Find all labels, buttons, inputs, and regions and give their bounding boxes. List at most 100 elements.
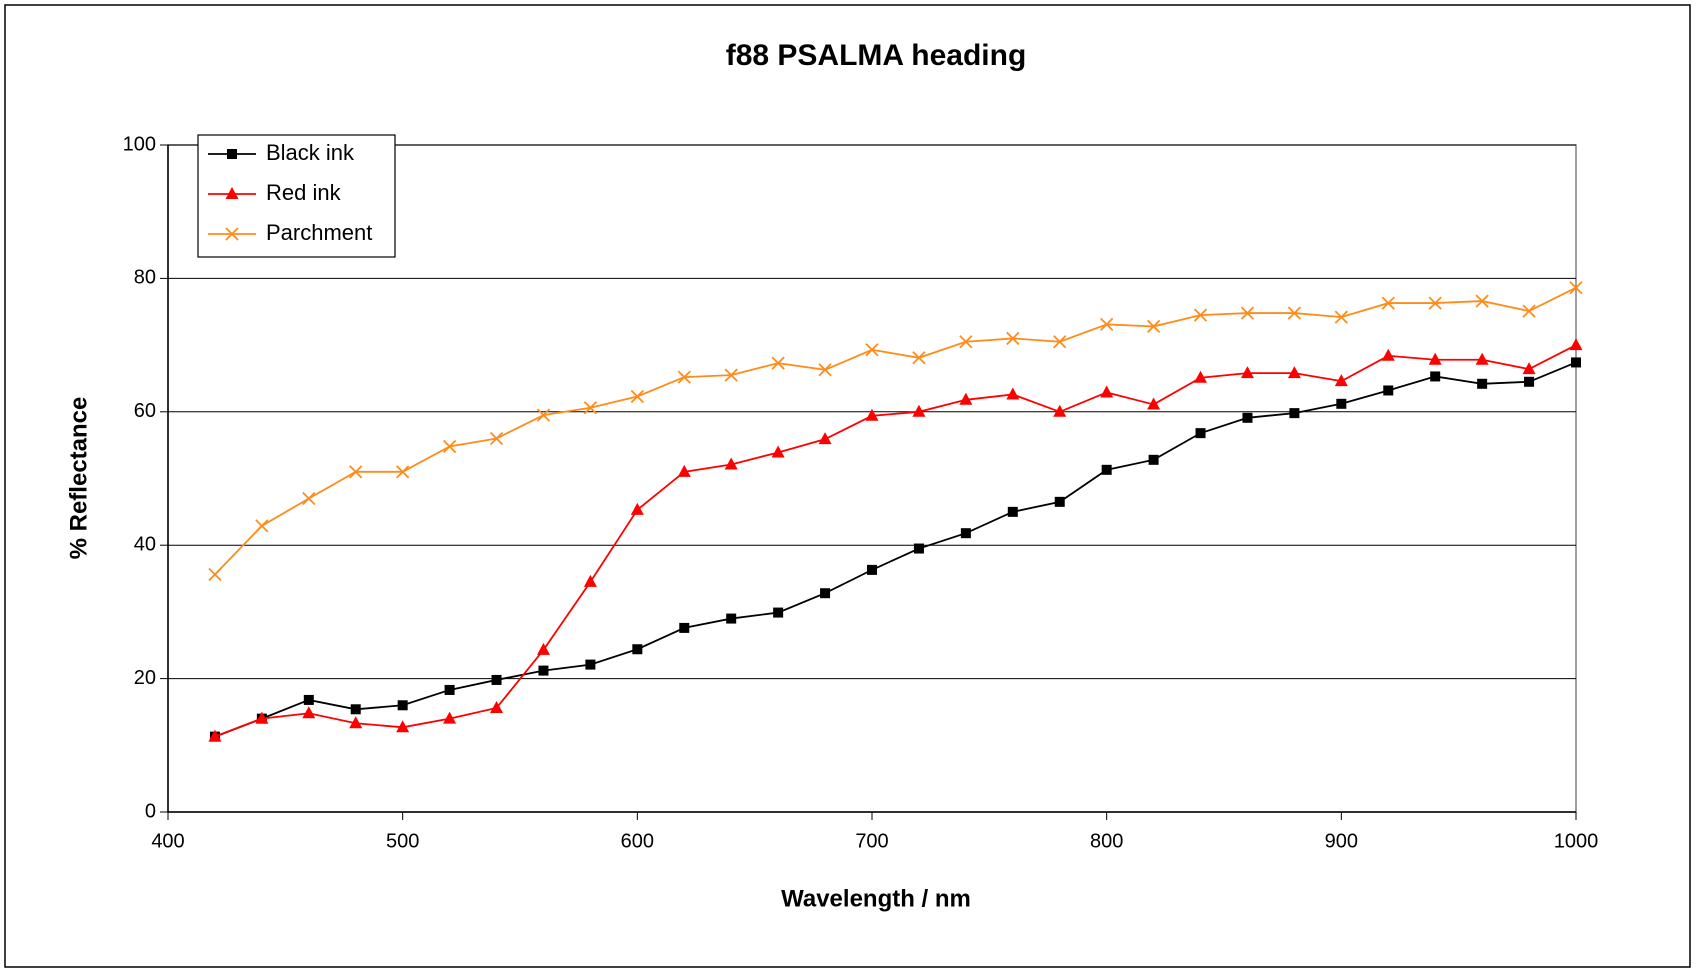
marker: [959, 335, 973, 349]
marker: [1428, 352, 1442, 365]
marker: [960, 528, 971, 539]
x-axis-label: Wavelength / nm: [781, 885, 971, 912]
marker: [679, 622, 690, 633]
marker: [726, 613, 737, 624]
marker: [1475, 294, 1489, 308]
marker: [1006, 387, 1020, 400]
marker: [350, 704, 361, 715]
y-tick-label: 80: [134, 267, 156, 289]
marker: [818, 363, 832, 377]
marker: [912, 404, 926, 417]
marker: [442, 439, 457, 454]
marker: [1571, 357, 1581, 368]
marker: [303, 694, 314, 705]
chart-title: f88 PSALMA heading: [726, 39, 1027, 72]
marker: [583, 574, 597, 587]
marker: [1006, 331, 1020, 346]
legend-label: Black ink: [266, 140, 355, 165]
marker: [630, 502, 644, 515]
marker: [959, 392, 973, 405]
marker: [1428, 296, 1442, 310]
marker: [1524, 376, 1535, 387]
marker: [349, 716, 363, 729]
x-tick-label: 1000: [1554, 830, 1599, 852]
marker: [1101, 464, 1112, 475]
marker: [865, 408, 879, 421]
x-tick-label: 700: [855, 830, 888, 852]
marker: [724, 368, 738, 382]
marker: [1146, 319, 1161, 334]
series-line: [214, 361, 1577, 738]
marker: [443, 711, 457, 724]
marker: [1289, 408, 1300, 419]
marker: [1194, 370, 1208, 383]
marker: [1522, 304, 1536, 318]
marker: [1148, 454, 1159, 465]
marker: [397, 700, 408, 711]
y-tick-label: 100: [123, 133, 156, 155]
series-line: [214, 344, 1577, 738]
marker: [1381, 296, 1395, 310]
marker: [773, 607, 784, 618]
marker: [302, 706, 316, 719]
marker: [1569, 338, 1583, 351]
marker: [302, 491, 316, 506]
x-tick-label: 900: [1325, 830, 1358, 852]
marker: [1477, 378, 1488, 389]
marker: [396, 720, 410, 733]
marker: [1430, 371, 1441, 382]
marker: [396, 465, 410, 479]
y-tick-label: 40: [134, 533, 156, 555]
marker: [820, 588, 831, 599]
marker: [1053, 404, 1067, 417]
marker: [208, 567, 222, 582]
series-line: [214, 286, 1577, 576]
marker: [1242, 412, 1253, 423]
marker: [585, 659, 596, 670]
marker: [1569, 281, 1583, 295]
marker: [1240, 306, 1255, 320]
x-tick-label: 400: [151, 830, 184, 852]
marker: [1007, 506, 1018, 517]
marker: [225, 227, 239, 241]
marker: [912, 351, 926, 365]
marker: [489, 431, 504, 446]
marker: [771, 445, 785, 458]
marker: [1383, 385, 1394, 396]
marker: [1287, 366, 1301, 379]
x-tick-label: 800: [1090, 830, 1123, 852]
marker: [1334, 310, 1348, 324]
y-axis-label: % Reflectance: [65, 397, 92, 560]
marker: [1100, 317, 1114, 332]
marker: [818, 432, 832, 445]
marker: [255, 519, 269, 533]
y-tick-label: 20: [134, 667, 156, 689]
marker: [227, 149, 237, 159]
marker: [1240, 366, 1254, 379]
marker: [724, 457, 738, 470]
marker: [349, 465, 363, 479]
y-tick-label: 60: [134, 400, 156, 422]
marker: [1381, 348, 1395, 361]
marker: [630, 389, 644, 404]
marker: [677, 370, 691, 384]
legend-label: Red ink: [266, 180, 342, 205]
x-tick-label: 500: [386, 830, 419, 852]
marker: [1193, 308, 1208, 322]
y-tick-label: 0: [145, 800, 156, 822]
marker: [632, 644, 643, 655]
marker: [491, 674, 502, 685]
marker: [444, 684, 455, 695]
marker: [1336, 398, 1347, 409]
marker: [1147, 397, 1161, 410]
marker: [1100, 385, 1114, 398]
marker: [583, 401, 598, 415]
marker: [1522, 362, 1536, 375]
marker: [913, 543, 924, 554]
marker: [536, 642, 550, 655]
legend-label: Parchment: [266, 220, 372, 245]
marker: [771, 356, 785, 370]
marker: [1475, 352, 1489, 365]
marker: [1287, 306, 1302, 320]
